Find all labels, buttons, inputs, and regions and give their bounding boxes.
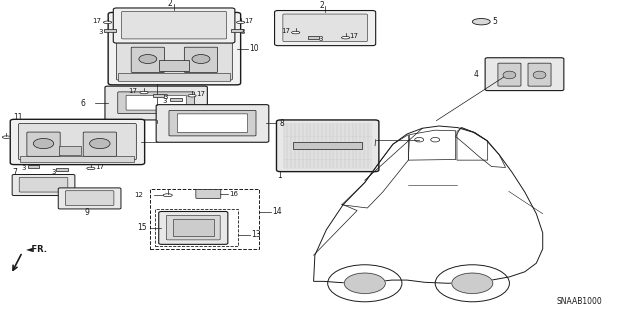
FancyBboxPatch shape [528,63,551,86]
Text: 4: 4 [474,70,479,79]
Text: 2: 2 [168,0,172,8]
FancyBboxPatch shape [122,11,227,39]
Bar [153,94,164,97]
Text: 8: 8 [279,119,284,128]
FancyBboxPatch shape [275,11,376,46]
Ellipse shape [33,138,54,149]
Text: 3: 3 [163,94,168,100]
Bar [155,209,238,246]
Text: ◄FR.: ◄FR. [26,245,47,254]
FancyBboxPatch shape [485,58,564,91]
Bar [150,189,259,249]
Text: 3: 3 [22,166,26,171]
Text: 17: 17 [95,164,104,170]
FancyBboxPatch shape [83,132,116,156]
FancyBboxPatch shape [27,132,60,156]
Text: 13: 13 [251,230,260,240]
FancyBboxPatch shape [113,8,235,43]
FancyBboxPatch shape [65,191,114,205]
Text: 3: 3 [163,99,167,104]
FancyBboxPatch shape [283,14,367,41]
Text: 6: 6 [81,99,86,108]
Bar [231,29,243,32]
FancyBboxPatch shape [126,95,186,110]
Text: 17: 17 [128,88,137,94]
Bar [28,165,39,168]
Text: 10: 10 [250,44,259,53]
Ellipse shape [188,94,196,97]
Ellipse shape [140,91,148,94]
Text: 3: 3 [99,29,103,35]
Text: 17: 17 [349,33,358,39]
FancyBboxPatch shape [10,119,145,165]
Text: 17: 17 [196,91,205,97]
Bar [56,168,68,171]
Ellipse shape [192,55,210,63]
Text: 17: 17 [244,18,253,24]
Bar [20,156,134,162]
FancyBboxPatch shape [108,12,241,85]
Text: 9: 9 [84,208,90,217]
FancyBboxPatch shape [177,114,248,132]
FancyBboxPatch shape [166,215,220,240]
FancyBboxPatch shape [169,110,256,136]
FancyBboxPatch shape [131,47,164,72]
Ellipse shape [292,31,300,34]
Text: 3: 3 [51,169,56,174]
Ellipse shape [104,21,111,24]
Bar [170,98,182,101]
Bar [118,73,230,81]
Text: 14: 14 [273,207,282,216]
Bar [104,29,116,32]
FancyBboxPatch shape [19,177,68,192]
Bar [308,36,319,39]
Ellipse shape [163,194,172,197]
Ellipse shape [472,19,490,25]
Ellipse shape [87,167,95,170]
Text: 17: 17 [282,28,291,34]
FancyBboxPatch shape [12,174,75,196]
Text: 2: 2 [320,1,324,10]
Text: 3: 3 [319,36,323,42]
Ellipse shape [342,36,349,39]
Ellipse shape [139,55,157,63]
FancyBboxPatch shape [19,123,136,160]
FancyBboxPatch shape [184,47,218,72]
Ellipse shape [503,71,516,79]
Text: 3: 3 [241,29,245,35]
Text: 11: 11 [13,113,22,122]
Bar [159,60,189,71]
Text: 17: 17 [92,18,101,24]
FancyBboxPatch shape [159,211,228,244]
Bar [173,219,214,236]
Text: 16: 16 [229,191,238,197]
FancyBboxPatch shape [118,92,195,114]
Circle shape [452,273,493,293]
Text: 5: 5 [493,17,498,26]
FancyBboxPatch shape [105,86,207,120]
Text: 15: 15 [137,223,147,233]
Text: 7: 7 [13,168,18,177]
Ellipse shape [237,21,244,24]
Ellipse shape [533,71,546,79]
Bar [293,142,362,149]
FancyBboxPatch shape [276,120,379,172]
FancyBboxPatch shape [156,105,269,142]
Ellipse shape [90,138,110,149]
FancyBboxPatch shape [498,63,521,86]
FancyBboxPatch shape [58,188,121,209]
Text: 1: 1 [277,171,282,180]
Bar [59,146,81,155]
FancyBboxPatch shape [196,189,221,198]
Text: SNAAB1000: SNAAB1000 [557,297,602,306]
Circle shape [344,273,385,293]
Text: 12: 12 [134,192,143,198]
Ellipse shape [3,136,10,138]
FancyBboxPatch shape [116,17,232,80]
